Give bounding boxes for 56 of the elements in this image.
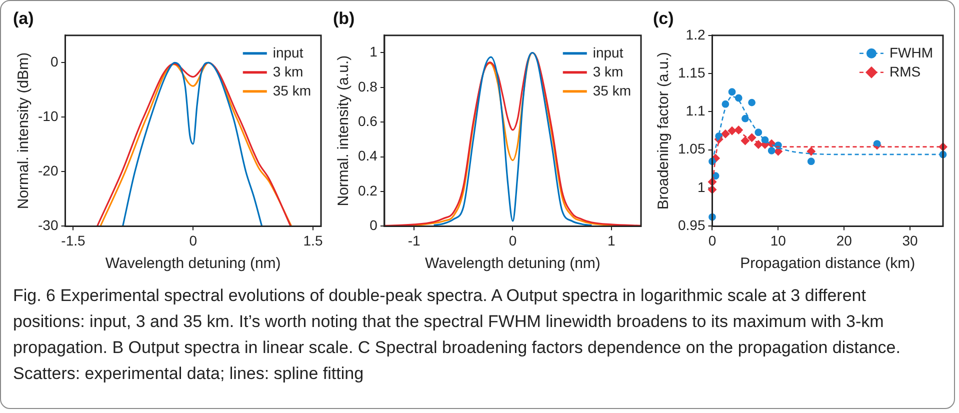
x-axis-title: Wavelength detuning (nm) (425, 255, 600, 272)
x-tick-label: 0 (708, 232, 716, 248)
y-tick-label: 0.8 (358, 78, 378, 94)
x-tick-label: 0 (189, 232, 198, 248)
x-tick-label: -1 (408, 232, 420, 248)
legend-label: input (272, 44, 304, 60)
legend-label: 35 km (592, 82, 631, 98)
chart-title: (b) (333, 8, 355, 28)
y-tick-label: -10 (38, 108, 58, 124)
line-series (122, 62, 263, 226)
legend-label: 35 km (272, 82, 311, 98)
y-tick-label: 1.2 (686, 26, 706, 42)
legend-label: FWHM (889, 44, 934, 60)
y-axis-title: Normal. intensity (dBm) (15, 52, 32, 210)
chart-title: (a) (13, 8, 34, 28)
x-tick-label: 30 (902, 232, 918, 248)
x-tick-label: 10 (770, 232, 786, 248)
y-tick-label: 0.6 (358, 112, 378, 129)
point (742, 114, 749, 122)
x-tick-label: 20 (836, 232, 852, 248)
line-series (432, 52, 592, 226)
caption: Fig. 6 Experimental spectral evolutions of double-peak spectra. A Output spectra in logarithmic scale at 3 different positions: input, 3 and 35 km. It’s worth noting that the spectral FWHM linewidth broadens to its maximum with 3-km propagation. B Output spectra in linear scale. C Spectral broadening factors dependence on the propagation distance. Scatters: experimental data; lines: spline fitting (13, 285, 902, 385)
point (734, 126, 743, 134)
y-axis-title: Normal. intensity (a.u.) (335, 55, 352, 206)
legend-label: 3 km (272, 63, 304, 80)
point (873, 140, 881, 148)
y-tick-label: -20 (38, 162, 58, 179)
y-tick-label: 1 (370, 44, 378, 60)
legend-label: RMS (889, 63, 921, 80)
y-tick-label: 1.05 (678, 140, 706, 157)
y-tick-label: 1 (697, 178, 706, 195)
point (768, 146, 776, 154)
x-axis-title: Propagation distance (km) (740, 255, 916, 272)
y-tick-label: 1.15 (678, 64, 706, 80)
y-tick-label: 0.4 (358, 148, 378, 164)
point (740, 136, 750, 146)
y-tick-label: 1.1 (686, 102, 706, 119)
x-tick-label: -1.5 (61, 232, 86, 248)
y-tick-label: 0 (50, 54, 58, 70)
point (807, 158, 815, 166)
legend-label: 3 km (592, 63, 624, 80)
y-tick-label: 0 (370, 217, 378, 234)
y-tick-label: -30 (38, 217, 58, 234)
y-tick-label: 0.95 (678, 217, 706, 234)
point (734, 94, 742, 102)
chart-title: (c) (653, 8, 674, 28)
x-tick-label: 1 (608, 232, 616, 248)
y-tick-label: 0.2 (358, 182, 378, 198)
point (748, 98, 756, 106)
point (728, 88, 736, 96)
point (806, 147, 816, 156)
y-axis-title: Broadening factor (a.u.) (655, 52, 672, 210)
legend-label: input (592, 44, 624, 60)
x-tick-label: 1.5 (303, 232, 323, 248)
x-axis-title: Wavelength detuning (nm) (105, 255, 281, 272)
x-tick-label: 0 (508, 232, 517, 248)
